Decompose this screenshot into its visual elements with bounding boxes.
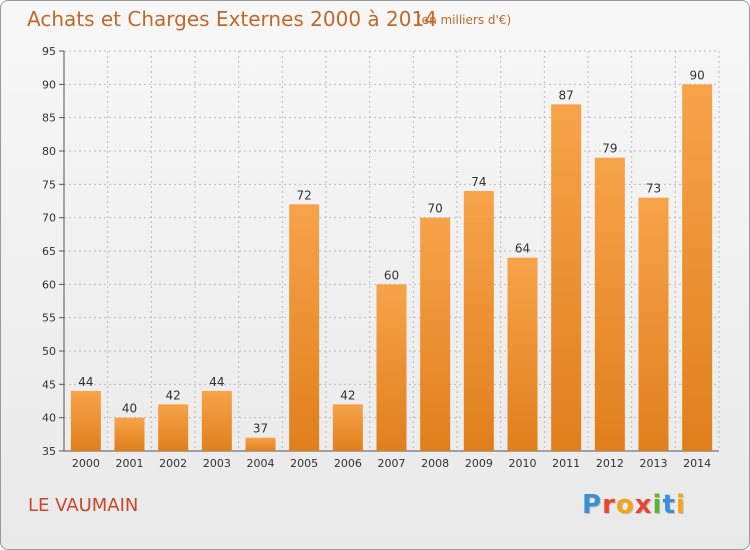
data-label: 42: [340, 388, 355, 402]
x-tick-label: 2003: [203, 457, 231, 470]
y-tick-label: 80: [42, 145, 56, 158]
data-label: 87: [559, 88, 574, 102]
y-tick-label: 45: [42, 378, 56, 391]
y-tick-label: 95: [42, 45, 56, 58]
bar: [158, 404, 189, 451]
bar: [70, 391, 101, 451]
data-label: 74: [471, 175, 486, 189]
data-label: 37: [253, 422, 268, 436]
x-tick-label: 2010: [509, 457, 537, 470]
data-label: 73: [646, 182, 661, 196]
data-label: 79: [602, 142, 617, 156]
bar: [507, 257, 538, 451]
x-tick-label: 2000: [72, 457, 100, 470]
data-label: 44: [78, 375, 93, 389]
bar: [420, 217, 451, 451]
chart-unit: (en milliers d'€): [417, 13, 512, 27]
x-tick-label: 2004: [247, 457, 275, 470]
y-tick-label: 35: [42, 445, 56, 458]
bar: [682, 84, 713, 451]
data-label: 70: [428, 202, 443, 216]
data-label: 90: [690, 68, 705, 82]
bar: [638, 197, 669, 451]
data-label: 40: [122, 402, 137, 416]
bar: [201, 391, 232, 451]
y-tick-label: 70: [42, 212, 56, 225]
x-tick-label: 2008: [421, 457, 449, 470]
brand-logo[interactable]: Proxiti: [582, 490, 686, 520]
data-labels: 44 40 42 44 37 72 42 60 70 74 64 87 79 73 90: [78, 68, 705, 435]
data-label: 64: [515, 242, 530, 256]
x-tick-label: 2002: [159, 457, 187, 470]
y-tick-label: 65: [42, 245, 56, 258]
bar: [594, 157, 625, 451]
y-tick-label: 90: [42, 78, 56, 91]
y-tick-label: 60: [42, 278, 56, 291]
y-tick-label: 55: [42, 312, 56, 325]
chart-title: Achats et Charges Externes 2000 à 2014: [27, 7, 437, 31]
y-tick-label: 50: [42, 345, 56, 358]
bar: [463, 191, 494, 451]
data-label: 60: [384, 268, 399, 282]
x-tick-label: 2014: [683, 457, 711, 470]
y-tick-label: 85: [42, 112, 56, 125]
bar: [376, 284, 407, 451]
bar: [551, 104, 582, 451]
x-tick-label: 2009: [465, 457, 493, 470]
x-tick-label: 2006: [334, 457, 362, 470]
x-tick-label: 2013: [640, 457, 668, 470]
bar: [114, 417, 145, 451]
data-label: 42: [166, 388, 181, 402]
bars: [70, 84, 713, 451]
x-tick-label: 2007: [378, 457, 406, 470]
x-tick-label: 2001: [116, 457, 144, 470]
x-tick-label: 2011: [552, 457, 580, 470]
x-tick-label: 2005: [290, 457, 318, 470]
bar: [245, 437, 276, 451]
data-label: 44: [209, 375, 224, 389]
y-tick-label: 75: [42, 178, 56, 191]
commune-name: LE VAUMAIN: [28, 495, 139, 516]
x-tick-label: 2012: [596, 457, 624, 470]
y-tick-label: 40: [42, 412, 56, 425]
data-label: 72: [297, 188, 312, 202]
bar: [332, 404, 363, 451]
bar: [289, 204, 320, 451]
